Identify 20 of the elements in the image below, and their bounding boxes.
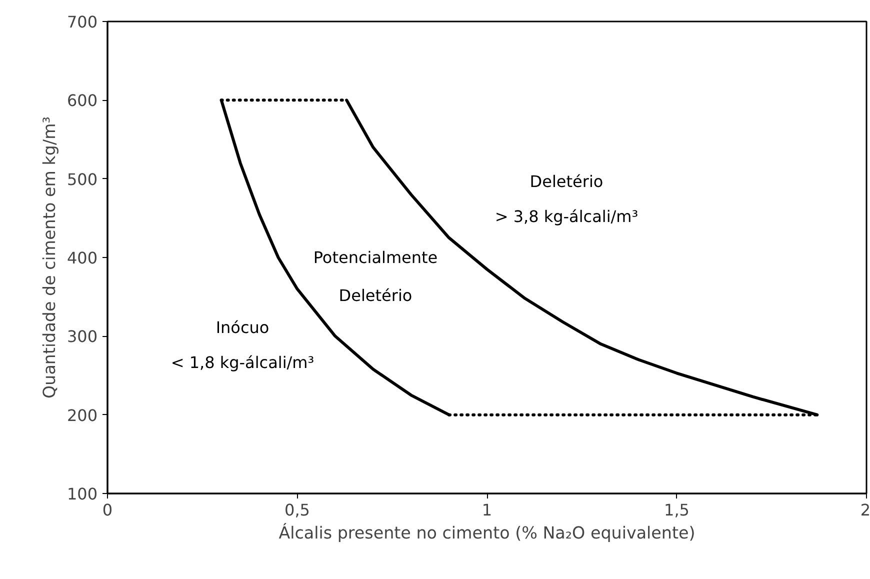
- annotation: Deletério: [338, 286, 412, 305]
- annotation: > 3,8 kg-álcali/m³: [494, 207, 638, 226]
- annotation: Inócuo: [216, 318, 270, 337]
- y-tick-label: 100: [66, 484, 98, 504]
- x-tick-label: 1,5: [664, 500, 690, 520]
- y-tick-label: 600: [66, 91, 98, 110]
- y-tick-label: 300: [66, 327, 98, 346]
- y-tick-label: 500: [66, 170, 98, 189]
- y-tick-label: 200: [66, 406, 98, 425]
- x-tick-label: 0: [102, 500, 113, 520]
- annotation: Deletério: [530, 172, 604, 191]
- y-tick-label: 700: [66, 12, 98, 32]
- x-tick-label: 2: [860, 500, 870, 520]
- x-tick-label: 0,5: [284, 500, 310, 520]
- annotation: Potencialmente: [313, 248, 438, 267]
- x-axis-title: Álcalis presente no cimento (% Na₂O equivalente): [278, 522, 696, 542]
- y-axis-title: Quantidade de cimento em kg/m³: [40, 116, 59, 398]
- x-tick-label: 1: [482, 500, 492, 520]
- annotation: < 1,8 kg-álcali/m³: [170, 353, 314, 372]
- y-tick-label: 400: [66, 248, 98, 268]
